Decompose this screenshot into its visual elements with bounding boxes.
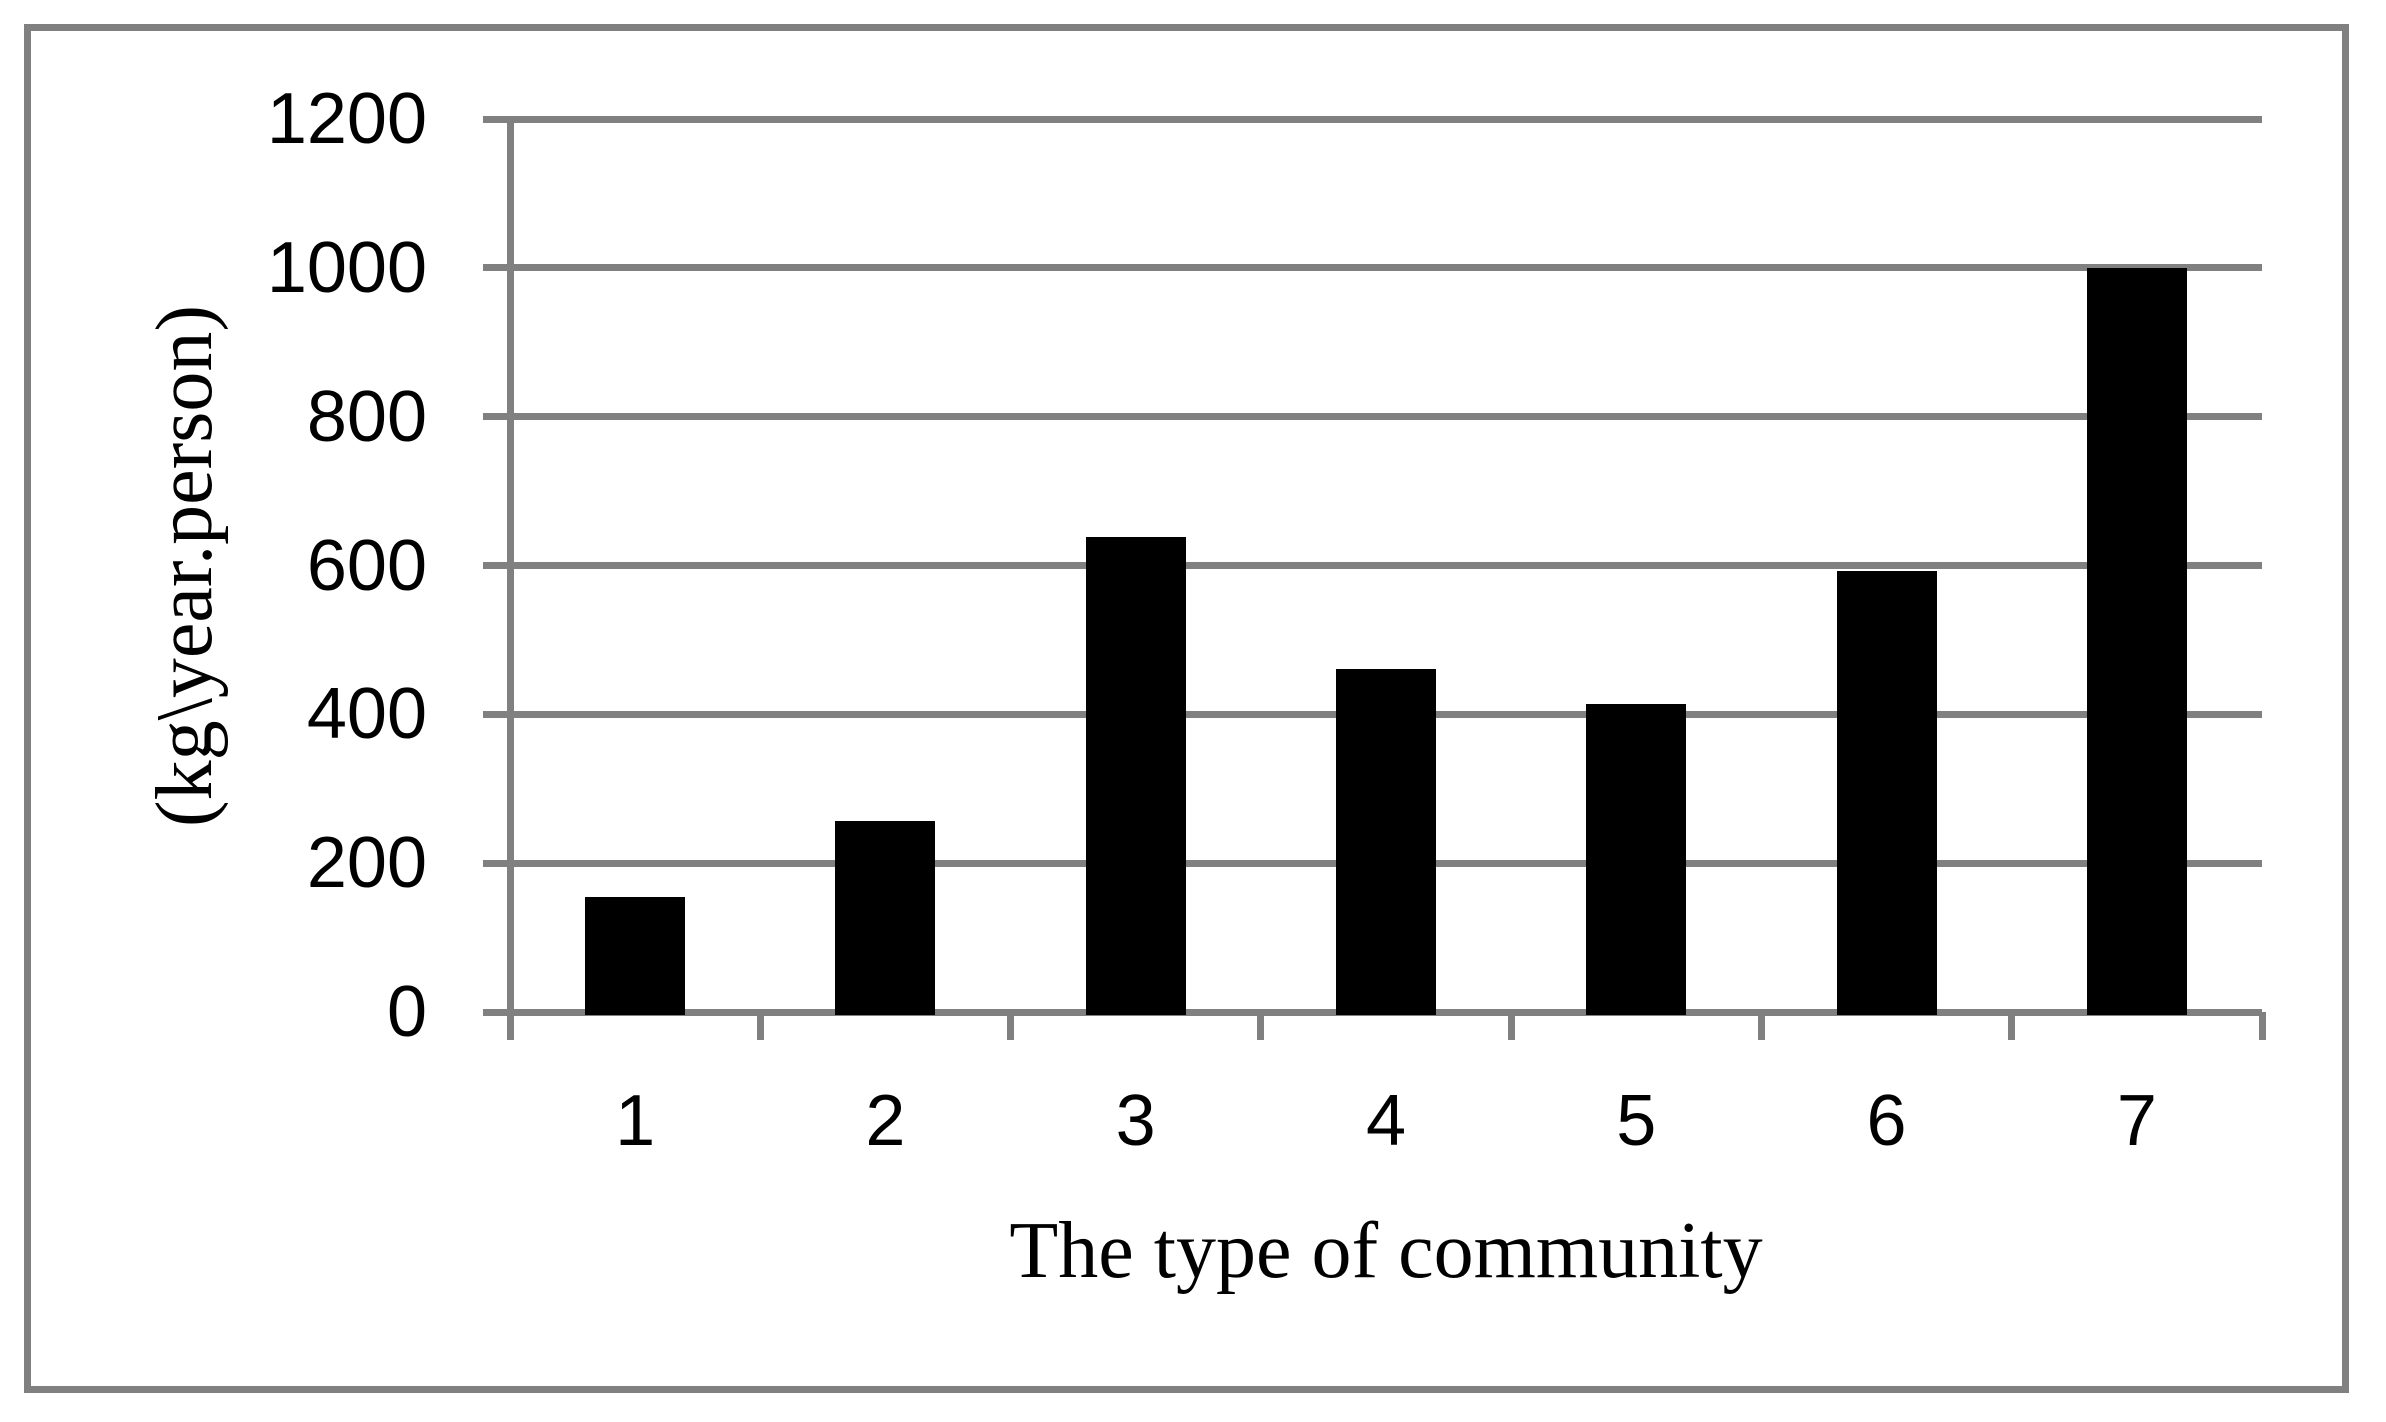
bar-category-6: [1836, 570, 1937, 1016]
x-axis-tick-6: [2008, 1012, 2016, 1040]
y-tick-label-0: 0: [386, 972, 427, 1052]
bar-category-2: [835, 820, 936, 1016]
x-tick-label-1: 1: [615, 1081, 656, 1161]
x-tick-label-6: 6: [1866, 1081, 1907, 1161]
x-tick-label-7: 7: [2116, 1081, 2157, 1161]
x-tick-label-4: 4: [1365, 1081, 1406, 1161]
x-tick-label-3: 3: [1115, 1081, 1156, 1161]
x-axis-tick-3: [1257, 1012, 1265, 1040]
x-axis-tick-2: [1007, 1012, 1015, 1040]
bar-category-5: [1586, 703, 1687, 1016]
x-axis-tick-7: [2258, 1012, 2266, 1040]
chart-border-frame: [24, 24, 2349, 1393]
bar-category-3: [1085, 537, 1186, 1016]
y-tick-label-600: 600: [306, 525, 427, 606]
x-axis-title: The type of community: [1009, 1207, 1763, 1295]
x-axis-tick-4: [1507, 1012, 1515, 1040]
y-tick-label-1200: 1200: [266, 79, 427, 159]
bar-category-7: [2086, 267, 2187, 1016]
bar-category-1: [585, 896, 686, 1016]
x-axis-tick-5: [1757, 1012, 1765, 1040]
bar-category-4: [1336, 668, 1436, 1016]
gridline-800: [483, 413, 2262, 421]
x-axis-tick-1: [756, 1012, 764, 1040]
y-tick-label-1000: 1000: [266, 227, 427, 308]
gridline-1200: [483, 115, 2262, 123]
y-tick-label-400: 400: [306, 674, 427, 755]
gridline-600: [483, 562, 2262, 569]
y-tick-label-200: 200: [306, 823, 427, 904]
x-tick-label-5: 5: [1616, 1081, 1657, 1161]
gridline-1000: [483, 264, 2262, 272]
x-tick-label-2: 2: [865, 1081, 906, 1161]
y-axis-line: [506, 115, 514, 1040]
y-tick-label-800: 800: [306, 376, 427, 457]
